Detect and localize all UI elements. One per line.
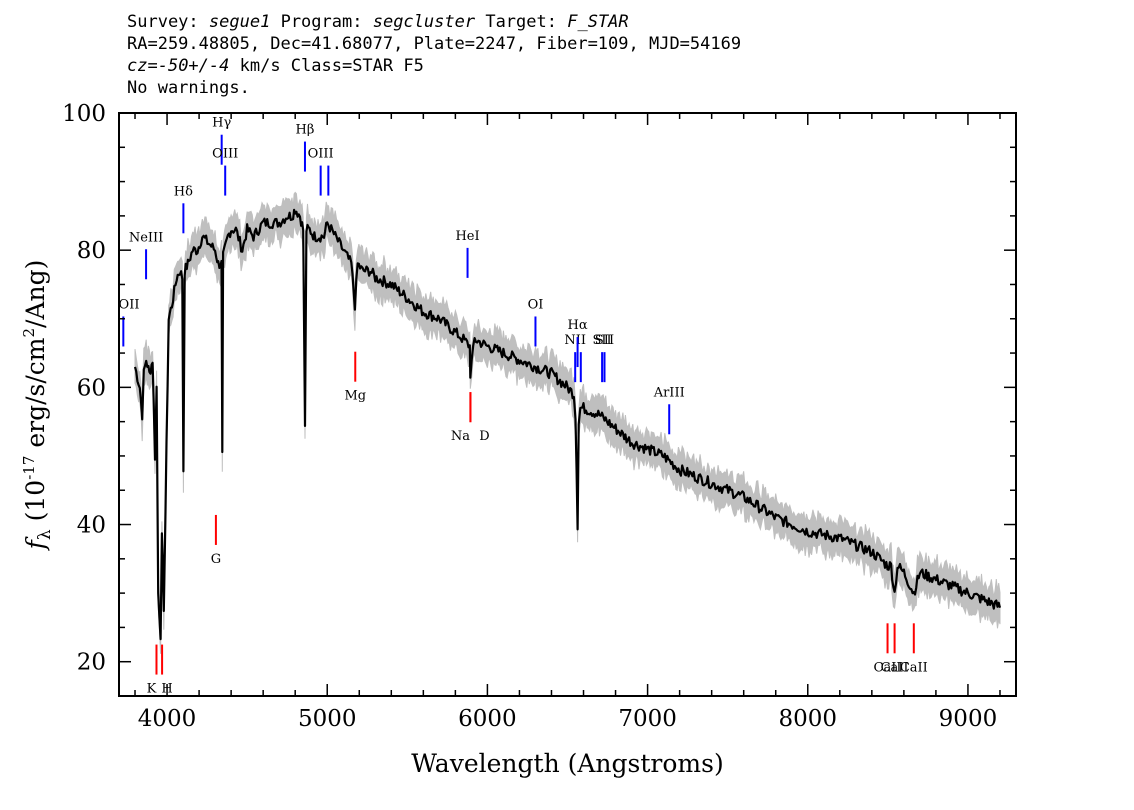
y-tick-label: 60 [77, 375, 106, 401]
marker-label-na: Na [451, 429, 470, 444]
marker-label-hei: HeI [455, 229, 479, 244]
marker-label-g: G [211, 552, 221, 567]
cz-unit-class: km/s Class=STAR F5 [229, 56, 424, 76]
marker-label-nii: NII [564, 333, 586, 348]
error-band [134, 191, 1001, 654]
marker-label-mg: Mg [344, 389, 366, 404]
marker-label-ariii: ArIII [653, 385, 685, 400]
marker-label-caii: CaII [881, 660, 909, 675]
x-tick-label: 9000 [939, 706, 998, 732]
marker-label-neiii: NeIII [129, 230, 163, 245]
header-warnings-line: No warnings. [127, 78, 250, 98]
marker-label-hγ: Hγ [212, 116, 231, 131]
marker-label-caii: CaII [874, 660, 902, 675]
error-band-layer [134, 191, 1001, 654]
cz-value: -50+/-4 [157, 56, 230, 76]
y-tick-label: 100 [62, 101, 106, 127]
x-axis-title: Wavelength (Angstroms) [411, 749, 723, 778]
marker-label-hβ: Hβ [296, 123, 315, 138]
y-axis-title: fλ (10-17 erg/s/cm2/Ang) [20, 260, 55, 552]
cz-label: cz= [127, 56, 158, 76]
x-tick-label: 4000 [138, 706, 197, 732]
target-value: F_STAR [567, 12, 629, 32]
marker-label-oii: OII [119, 297, 140, 312]
target-label: Target: [485, 12, 557, 32]
marker-label-hα: Hα [568, 318, 588, 333]
marker-label-d: D [479, 429, 489, 444]
x-tick-label: 6000 [458, 706, 517, 732]
x-tick-label: 5000 [298, 706, 357, 732]
y-tick-label: 40 [77, 513, 106, 539]
spectrum-header: Survey: segue1 Program: segcluster Targe… [127, 11, 741, 99]
flux-layer [133, 208, 1002, 641]
marker-label-hδ: Hδ [174, 184, 193, 199]
line-marker-layer: OIINeIIIHδHγOIIIHβOIIIHeIOINIIHαSIISIIAr… [119, 116, 928, 697]
x-tick-label: 7000 [618, 706, 677, 732]
y-tick-label: 20 [77, 650, 106, 676]
marker-label-oiii: OIII [308, 147, 334, 162]
marker-label-oiii: OIII [212, 147, 238, 162]
plot-frame [118, 112, 1017, 697]
header-coordinates-line: RA=259.48805, Dec=41.68077, Plate=2247, … [127, 34, 742, 54]
program-label: Program: [280, 12, 363, 32]
marker-label-oi: OI [528, 297, 544, 312]
survey-label: Survey: [127, 12, 199, 32]
x-tick-label: 8000 [778, 706, 837, 732]
y-tick-label: 80 [77, 238, 106, 264]
survey-value: segue1 [208, 12, 271, 32]
marker-label-sii: SII [593, 333, 612, 348]
flux-line [133, 208, 1002, 641]
marker-label-sii: SII [595, 333, 614, 348]
axis-tick-layer: 4000 5000 6000 7000 8000 9000 20 40 60 80 100 [62, 101, 1016, 732]
header-redshift-line: cz=-50+/-4 km/s Class=STAR F5 [127, 55, 741, 77]
header-survey-line: Survey: segue1 Program: segcluster Targe… [127, 11, 741, 33]
marker-label-caii: CaII [900, 660, 928, 675]
program-value: segcluster [372, 12, 476, 32]
marker-label-k: K [147, 682, 157, 697]
